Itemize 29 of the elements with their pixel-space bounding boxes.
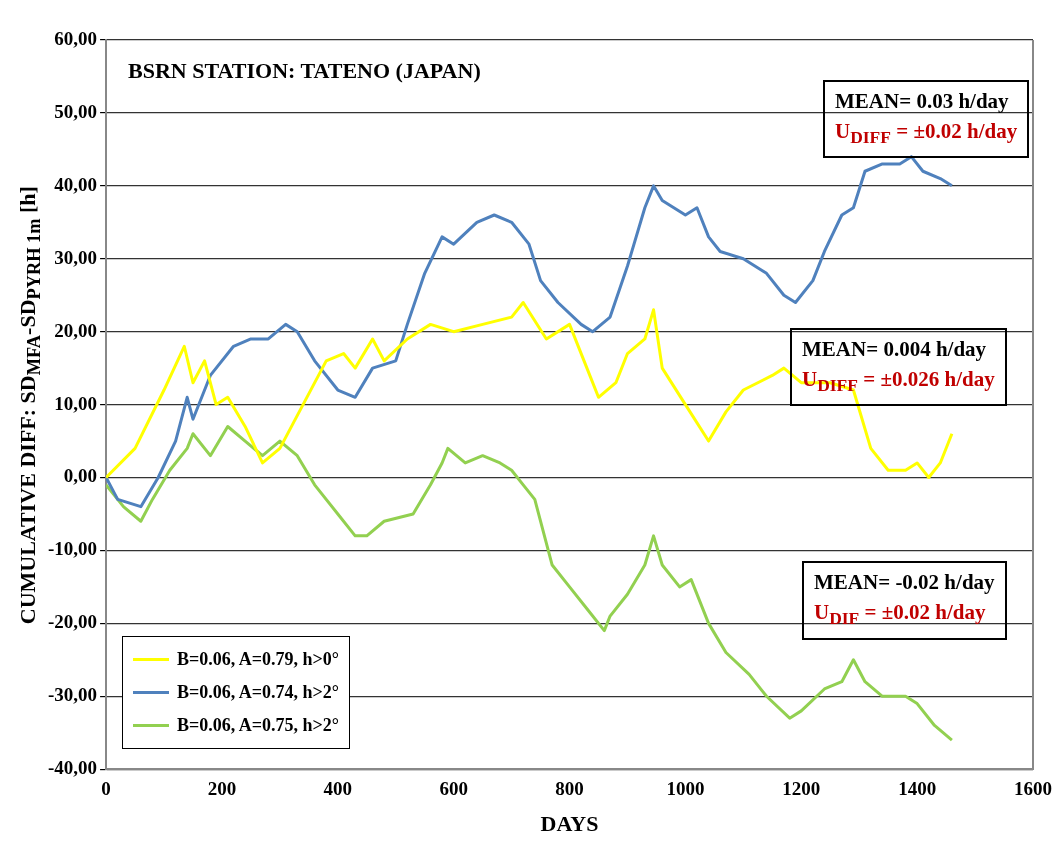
x-tick-label: 800 bbox=[555, 777, 584, 799]
y-tick-label: 30,00 bbox=[54, 246, 98, 268]
legend-label: B=0.06, A=0.75, h>2° bbox=[176, 714, 340, 738]
x-tick-label: 0 bbox=[101, 777, 111, 799]
y-tick-label: 50,00 bbox=[54, 100, 98, 122]
y-tick-label: -40,00 bbox=[48, 757, 98, 779]
x-tick-label: 400 bbox=[323, 777, 353, 799]
y-tick-label: 10,00 bbox=[54, 392, 98, 414]
y-tick-label: 40,00 bbox=[54, 173, 98, 195]
legend-label: B=0.06, A=0.79, h>0° bbox=[176, 648, 340, 672]
annotation: U$_{DIFF}$ = ±0.02 h/day bbox=[835, 118, 1018, 150]
text: BSRN STATION: TATENO (JAPAN) bbox=[128, 58, 481, 84]
x-tick-label: 1600 bbox=[1014, 777, 1052, 799]
x-tick-label: 1200 bbox=[782, 777, 821, 799]
x-axis-title: DAYS bbox=[540, 811, 599, 838]
x-tick-label: 1000 bbox=[666, 777, 705, 799]
annotation: MEAN= 0.03 h/day bbox=[835, 88, 1010, 116]
legend-label: B=0.06, A=0.74, h>2° bbox=[176, 681, 340, 705]
y-tick-label: -10,00 bbox=[48, 538, 98, 560]
y-tick-label: 20,00 bbox=[54, 319, 98, 341]
x-tick-label: 200 bbox=[207, 777, 237, 799]
y-tick-label: -20,00 bbox=[48, 611, 98, 633]
y-tick-label: 60,00 bbox=[54, 27, 98, 49]
x-tick-label: 1400 bbox=[898, 777, 937, 799]
y-tick-label: 0,00 bbox=[63, 465, 98, 487]
x-tick-label: 600 bbox=[439, 777, 468, 799]
annotation: MEAN= 0.004 h/day bbox=[802, 336, 988, 364]
y-tick-label: -30,00 bbox=[48, 684, 98, 706]
annotation: MEAN= -0.02 h/day bbox=[814, 569, 995, 597]
